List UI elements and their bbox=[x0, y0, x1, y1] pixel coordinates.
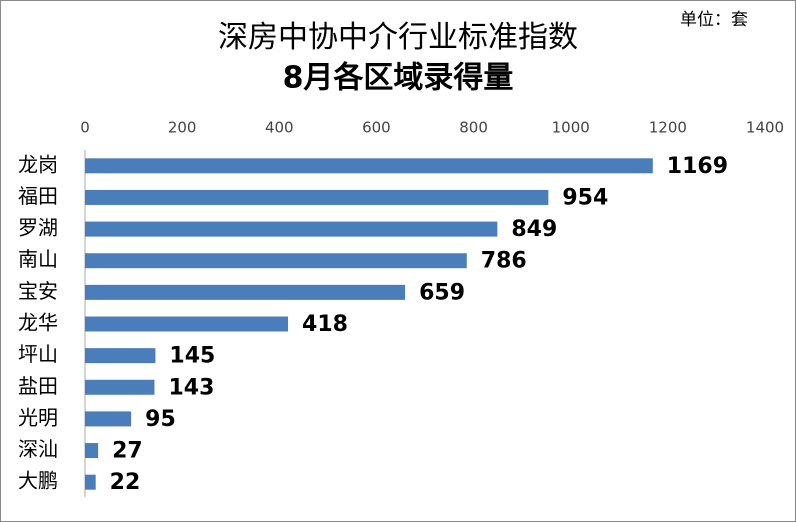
bar bbox=[85, 189, 549, 205]
x-tick-label: 400 bbox=[265, 119, 294, 137]
x-tick-label: 1200 bbox=[649, 119, 687, 137]
y-tick-label: 深汕 bbox=[18, 437, 58, 461]
unit-label: 单位：套 bbox=[680, 10, 748, 30]
y-tick-label: 龙岗 bbox=[18, 152, 58, 176]
y-tick-label: 宝安 bbox=[18, 279, 58, 303]
bar bbox=[85, 316, 289, 332]
bar bbox=[85, 411, 132, 427]
value-label: 145 bbox=[169, 344, 215, 369]
value-label: 954 bbox=[562, 185, 608, 210]
x-tick-label: 600 bbox=[362, 119, 391, 137]
x-tick-label: 800 bbox=[459, 119, 488, 137]
bar bbox=[85, 284, 406, 300]
value-label: 95 bbox=[145, 407, 176, 432]
y-tick-label: 大鹏 bbox=[18, 469, 58, 493]
value-label: 27 bbox=[112, 439, 143, 464]
bar bbox=[85, 158, 653, 174]
bar bbox=[85, 221, 498, 237]
y-tick-label: 罗湖 bbox=[18, 216, 58, 240]
value-label: 22 bbox=[110, 470, 141, 495]
y-tick-label: 龙华 bbox=[18, 311, 58, 335]
value-label: 418 bbox=[302, 312, 348, 337]
y-tick-label: 坪山 bbox=[18, 342, 58, 366]
bar bbox=[85, 253, 467, 269]
value-label: 786 bbox=[481, 249, 527, 274]
value-label: 659 bbox=[419, 280, 465, 305]
bar bbox=[85, 379, 155, 395]
chart-subtitle: 8月各区域录得量 bbox=[283, 61, 514, 96]
x-tick-label: 200 bbox=[168, 119, 197, 137]
value-label: 1169 bbox=[667, 154, 728, 179]
value-label: 849 bbox=[511, 217, 557, 242]
y-tick-label: 光明 bbox=[18, 405, 58, 429]
y-tick-label: 南山 bbox=[18, 247, 58, 271]
value-label: 143 bbox=[168, 375, 214, 400]
chart-title: 深房中协中介行业标准指数 bbox=[218, 20, 578, 55]
x-tick-label: 1400 bbox=[746, 119, 784, 137]
bar bbox=[85, 348, 156, 364]
bar bbox=[85, 443, 99, 459]
y-tick-label: 盐田 bbox=[18, 374, 58, 398]
y-tick-label: 福田 bbox=[18, 184, 58, 208]
x-tick-label: 1000 bbox=[552, 119, 590, 137]
x-tick-label: 0 bbox=[80, 119, 90, 137]
bar bbox=[85, 474, 96, 490]
